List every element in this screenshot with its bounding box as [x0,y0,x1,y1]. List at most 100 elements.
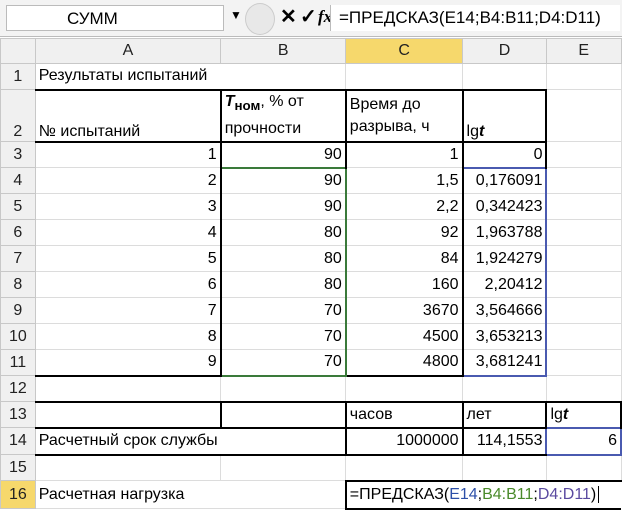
cell-a[interactable]: 8 [34,323,222,350]
cell-c1[interactable] [345,63,464,91]
cell-a14[interactable]: Расчетный срок службы [34,427,221,456]
cell-d14[interactable]: 114,1553 [462,427,547,456]
cell-e13[interactable]: lgt [545,401,622,428]
cell-a[interactable]: 1 [34,141,222,168]
cell-d[interactable]: 1,963788 [461,219,548,246]
cell-d1[interactable] [462,63,547,91]
cell-c[interactable]: 1 [345,141,464,168]
cell-a[interactable]: 4 [34,219,222,246]
cell-d[interactable]: 1,924279 [461,245,548,272]
row-header[interactable]: 12 [0,375,36,402]
cell-d[interactable]: 0,342423 [461,193,548,220]
col-header-c[interactable]: C [345,38,464,64]
cell-e14[interactable]: 6 [545,426,622,456]
cell-a[interactable]: 3 [34,193,222,220]
cancel-icon[interactable]: ✕ [280,6,297,28]
formula-input[interactable]: =ПРЕДСКАЗ(E14;B4:B11;D4:D11) [330,5,620,31]
cell-b[interactable]: 90 [219,193,347,220]
cell-e2[interactable] [545,89,622,142]
cell-c[interactable]: 3670 [345,297,464,324]
chevron-down-icon[interactable]: ▼ [230,8,242,22]
cell-c[interactable]: 92 [345,219,464,246]
cell-b[interactable]: 70 [219,349,347,377]
cell-e[interactable] [545,297,622,324]
cell-a[interactable]: 9 [34,349,222,376]
row-header[interactable]: 8 [0,271,36,298]
insert-function-icon[interactable]: fx [318,7,333,26]
cell-b[interactable]: 90 [219,166,347,194]
cell-e15[interactable] [545,454,622,481]
col-header-a[interactable]: A [34,38,222,64]
cell-a[interactable]: 2 [34,167,222,194]
cell-d[interactable]: 3,681241 [461,349,548,377]
cell-d12[interactable] [462,374,547,403]
row-header[interactable]: 14 [0,427,36,455]
cell-d[interactable]: 0,176091 [461,166,548,194]
cell-e[interactable] [545,271,622,298]
row-header[interactable]: 4 [0,167,36,194]
row-header[interactable]: 11 [0,349,36,376]
cell-b[interactable]: 90 [220,141,347,168]
cell-c[interactable]: 1,5 [345,167,464,194]
row-header[interactable]: 5 [0,193,36,220]
cell-e[interactable] [545,141,622,168]
row-header[interactable]: 7 [0,245,36,272]
name-box[interactable]: СУММ [6,5,224,31]
cell-e1[interactable] [545,63,622,90]
cell-e[interactable] [545,167,622,194]
cell-d2[interactable]: lgt [462,89,548,143]
cell-b[interactable]: 80 [219,245,347,272]
cell-a16[interactable]: Расчетная нагрузка [34,480,221,509]
cell-b12[interactable] [220,374,347,403]
cell-d[interactable]: 0 [462,141,548,168]
cell-d15[interactable] [462,454,547,481]
cell-d[interactable]: 3,564666 [461,297,548,324]
cell-b2[interactable]: Tном, % от прочности [220,89,347,143]
col-header-e[interactable]: E [545,38,622,64]
row-header[interactable]: 15 [0,454,36,481]
cell-a1[interactable]: Результаты испытаний [34,63,221,91]
cell-d[interactable]: 3,653213 [461,323,548,350]
cell-b13[interactable] [220,401,347,429]
cell-c[interactable]: 4800 [345,349,464,376]
cell-a[interactable]: 5 [34,245,222,272]
cell-b15[interactable] [220,454,347,481]
cell-c[interactable]: 4500 [345,323,464,350]
cell-c[interactable]: 160 [345,271,464,298]
cell-a[interactable]: 7 [34,297,222,324]
row-header[interactable]: 6 [0,219,36,246]
cell-b[interactable]: 80 [219,271,347,298]
cell-c12[interactable] [345,374,464,403]
cell-b14[interactable] [220,427,347,456]
cell-a15[interactable] [34,454,222,481]
cell-c13[interactable]: часов [345,401,464,429]
cell-b[interactable]: 70 [219,297,347,324]
cell-a2[interactable]: № испытаний [34,89,222,143]
col-header-d[interactable]: D [462,38,547,64]
cell-c2[interactable]: Время до разрыва, ч [345,89,464,143]
row-header[interactable]: 2 [0,89,36,142]
cell-e[interactable] [545,245,622,272]
cell-c14[interactable]: 1000000 [345,427,464,456]
cell-e12[interactable] [545,375,622,403]
cell-d13[interactable]: лет [462,401,548,429]
cell-e[interactable] [545,323,622,350]
row-header[interactable]: 13 [0,401,36,428]
enter-icon[interactable]: ✓ [300,6,317,28]
cell-a13[interactable] [34,401,222,429]
cell-b16[interactable] [220,480,347,509]
cell-d[interactable]: 2,20412 [461,271,548,298]
cell-b[interactable]: 80 [219,219,347,246]
cell-e[interactable] [545,193,622,220]
row-header[interactable]: 9 [0,297,36,324]
cell-a12[interactable] [34,374,222,403]
cell-c16-editing[interactable]: =ПРЕДСКАЗ(E14;B4:B11;D4:D11) [344,479,621,510]
cell-c[interactable]: 84 [345,245,464,272]
row-header[interactable]: 16 [0,480,36,509]
cell-b1[interactable] [220,63,347,91]
cell-b[interactable]: 70 [219,323,347,350]
cell-c[interactable]: 2,2 [345,193,464,220]
select-all-corner[interactable] [0,38,36,64]
row-header[interactable]: 1 [0,63,36,90]
cell-e[interactable] [545,219,622,246]
